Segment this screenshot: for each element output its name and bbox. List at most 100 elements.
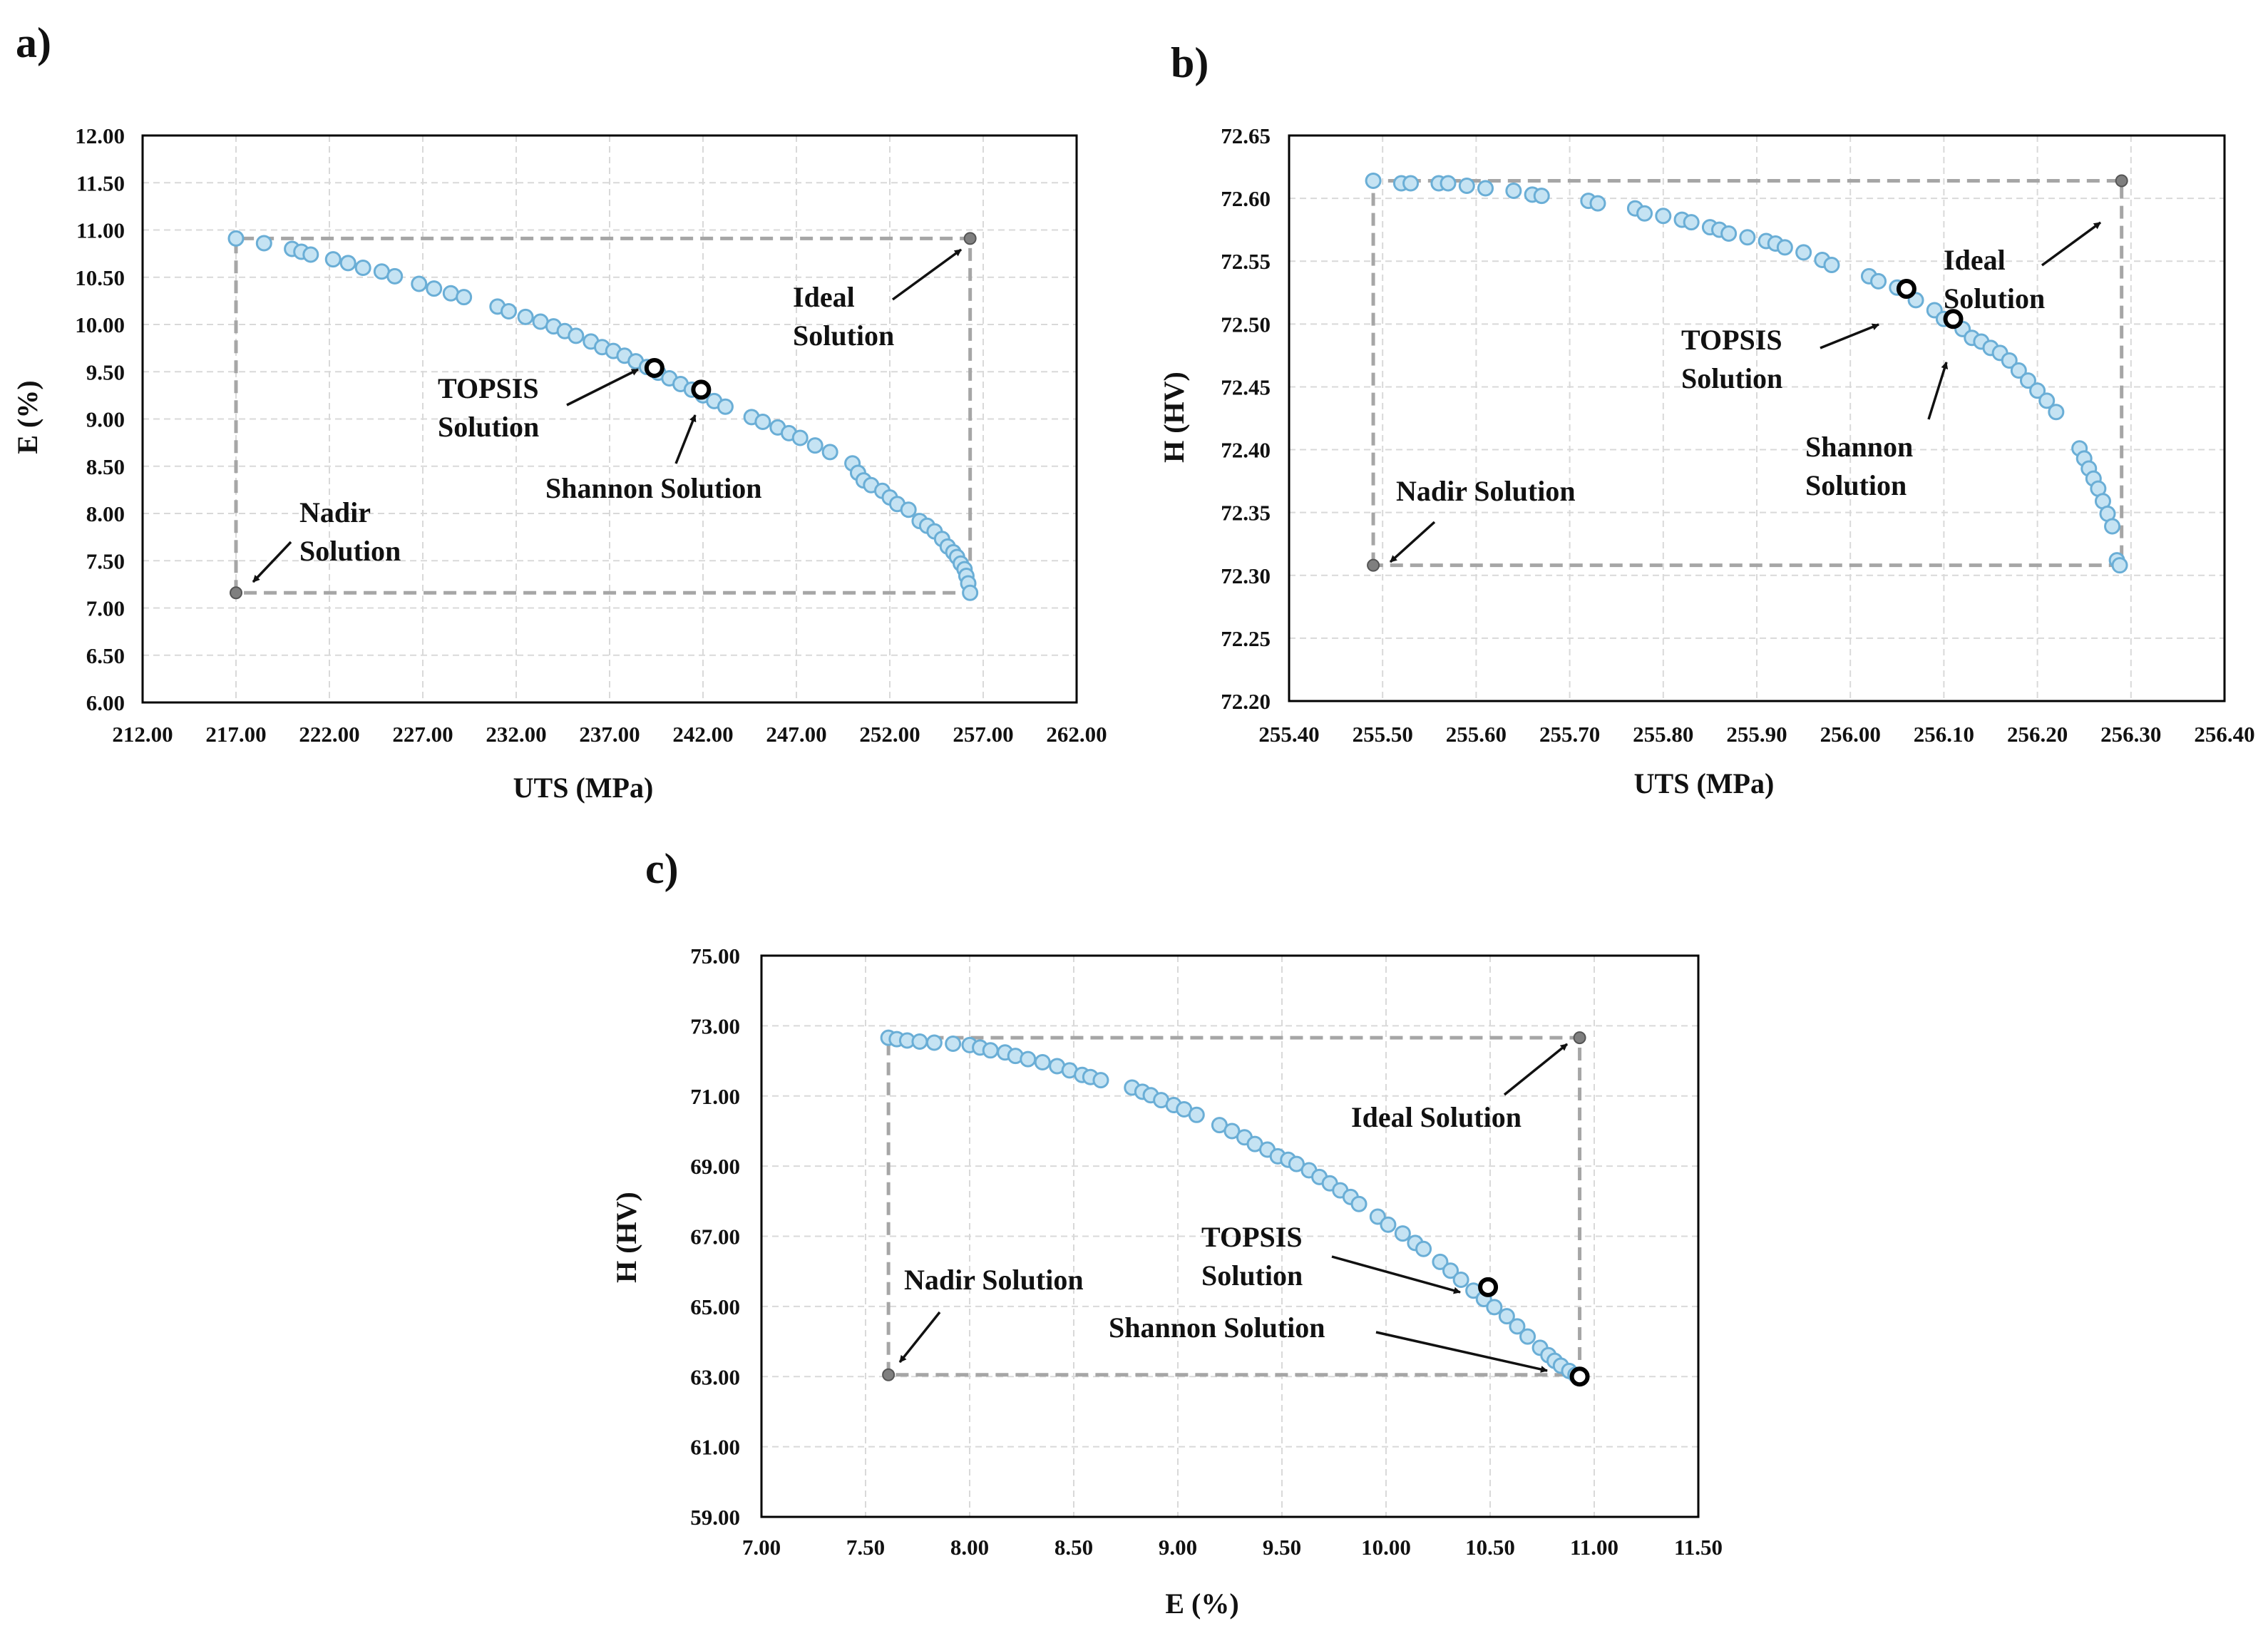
pareto-point <box>806 437 823 454</box>
y-tick-label: 75.00 <box>690 944 740 968</box>
pareto-point <box>754 413 771 430</box>
x-tick-label: 256.10 <box>1914 722 1974 747</box>
x-tick-label: 255.70 <box>1539 722 1600 747</box>
pareto-point <box>1188 1106 1205 1123</box>
chart-panel-b: 72.20 72.25 72.30 72.35 72.40 72.45 72.50 72.55… <box>1158 39 2255 799</box>
y-tick-label: 7.50 <box>86 548 125 573</box>
x-axis-label: UTS (MPa) <box>1634 767 1775 799</box>
y-tick-label: 11.00 <box>76 218 125 243</box>
nadir-arrow <box>898 1311 941 1364</box>
x-tick-label: 8.50 <box>1055 1535 1093 1560</box>
y-tick-label: 72.65 <box>1221 123 1271 148</box>
x-axis-label: E (%) <box>1165 1587 1238 1620</box>
pareto-point <box>339 255 356 272</box>
nadir-solution-point <box>1367 558 1380 572</box>
pareto-point <box>1533 188 1550 205</box>
plot-frame <box>760 954 1700 1518</box>
pareto-point <box>962 584 979 601</box>
ideal-arrow <box>891 248 963 301</box>
ideal-annotation-line: Ideal <box>1944 244 2006 276</box>
y-tick-label: 69.00 <box>690 1154 740 1179</box>
x-tick-label: 256.30 <box>2100 722 2161 747</box>
nadir-annotation-line: Nadir <box>299 496 371 528</box>
x-tick-label: 262.00 <box>1046 722 1107 747</box>
topsis-annotation-line: TOPSIS <box>438 372 539 404</box>
pareto-point <box>1442 1262 1459 1279</box>
topsis-arrow <box>1820 323 1879 349</box>
pareto-point <box>717 398 734 415</box>
shannon-annotation: Shannon Solution <box>1109 1312 1325 1344</box>
x-tick-label: 257.00 <box>953 722 1013 747</box>
pareto-point <box>324 251 342 268</box>
nadir-annotation: Nadir Solution <box>1396 475 1576 507</box>
pareto-point <box>1288 1155 1305 1172</box>
pareto-point <box>1486 1299 1503 1316</box>
shannon-annotation-line: Solution <box>1805 469 1907 501</box>
pareto-point <box>2048 404 2065 421</box>
pareto-point <box>1415 1240 1432 1257</box>
pareto-point <box>821 444 838 461</box>
ideal-annotation-line: Solution <box>793 319 894 352</box>
topsis-solution-point <box>644 357 665 378</box>
pareto-point <box>900 501 917 518</box>
x-tick-label: 255.50 <box>1353 722 1413 747</box>
nadir-arrow <box>1389 521 1436 563</box>
topsis-annotation: TOPSIS Solution <box>438 372 539 443</box>
topsis-solution-point <box>1478 1277 1499 1297</box>
pareto-point <box>1432 1253 1449 1270</box>
topsis-solution-point <box>1896 278 1916 299</box>
y-tick-label: 72.55 <box>1221 249 1271 274</box>
y-tick-label: 6.00 <box>86 690 125 715</box>
ideal-annotation: Ideal Solution <box>1944 244 2045 315</box>
x-tick-label: 9.00 <box>1159 1535 1197 1560</box>
pareto-point <box>1683 214 1700 231</box>
x-tick-label: 8.00 <box>950 1535 989 1560</box>
nadir-annotation-line: Nadir Solution <box>904 1264 1084 1296</box>
pareto-point <box>411 275 428 292</box>
y-tick-label: 72.45 <box>1221 374 1271 399</box>
x-tick-label: 242.00 <box>672 722 733 747</box>
nadir-solution-point <box>230 586 242 600</box>
y-tick-label: 10.50 <box>75 265 125 290</box>
ideal-solution-point <box>1573 1031 1586 1045</box>
shannon-annotation: Shannon Solution <box>545 472 762 504</box>
pareto-point <box>302 246 319 263</box>
pareto-point <box>456 289 473 306</box>
ideal-annotation-line: Ideal <box>793 281 855 313</box>
panel-label: c) <box>645 845 679 892</box>
pareto-point <box>501 302 518 319</box>
shannon-arrow <box>1375 1331 1548 1373</box>
nadir-arrow <box>252 541 292 583</box>
ideal-arrow <box>1503 1043 1569 1096</box>
pareto-point <box>2029 382 2046 399</box>
pareto-point <box>1440 175 1457 192</box>
topsis-annotation: TOPSIS Solution <box>1681 324 1782 394</box>
pareto-point <box>2001 352 2018 369</box>
x-tick-label: 247.00 <box>766 722 826 747</box>
pareto-point <box>255 235 272 252</box>
x-tick-label: 255.90 <box>1726 722 1787 747</box>
shannon-annotation: Shannon Solution <box>1805 431 1913 501</box>
topsis-arrow <box>1331 1255 1461 1294</box>
y-tick-label: 8.50 <box>86 454 125 479</box>
panel-label: b) <box>1171 39 1209 86</box>
pareto-point <box>925 1034 943 1051</box>
pareto-point <box>791 429 809 446</box>
x-tick-label: 227.00 <box>392 722 453 747</box>
x-tick-label: 256.20 <box>2007 722 2068 747</box>
shannon-annotation-line: Shannon Solution <box>545 472 762 504</box>
ideal-annotation-line: Solution <box>1944 282 2045 315</box>
pareto-point <box>2019 372 2036 389</box>
x-tick-label: 11.50 <box>1674 1535 1723 1560</box>
x-tick-label: 7.50 <box>846 1535 885 1560</box>
nadir-annotation-line: Nadir Solution <box>1396 475 1576 507</box>
shannon-solution-point <box>1943 309 1964 329</box>
pareto-point <box>1034 1054 1051 1071</box>
y-tick-label: 72.50 <box>1221 312 1271 337</box>
x-tick-label: 11.00 <box>1570 1535 1618 1560</box>
pareto-point <box>1452 1271 1469 1288</box>
nadir-annotation: Nadir Solution <box>904 1264 1084 1296</box>
x-tick-label: 256.40 <box>2194 722 2254 747</box>
pareto-point <box>1509 1318 1526 1335</box>
pareto-point <box>2104 518 2121 535</box>
